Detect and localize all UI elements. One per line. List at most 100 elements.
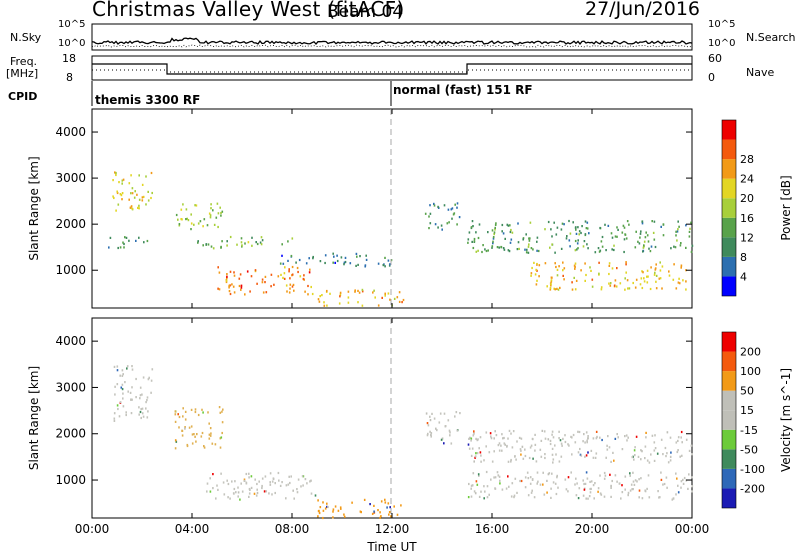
scatter-cell bbox=[251, 244, 253, 247]
scatter-cell bbox=[125, 413, 127, 417]
scatter-cell bbox=[590, 269, 592, 272]
scatter-cell bbox=[624, 277, 626, 280]
scatter-cell bbox=[239, 273, 242, 276]
freq-tick-bottom: 8 bbox=[66, 71, 73, 84]
scatter-cell bbox=[527, 477, 530, 480]
scatter-cell bbox=[470, 437, 473, 440]
scatter-cell bbox=[288, 268, 290, 271]
scatter-cell bbox=[140, 408, 142, 411]
scatter-cell bbox=[588, 495, 591, 498]
scatter-cell bbox=[670, 247, 672, 250]
scatter-cell bbox=[361, 288, 364, 291]
scatter-cell bbox=[598, 272, 600, 275]
scatter-cell bbox=[121, 192, 124, 195]
scatter-cell bbox=[553, 221, 555, 224]
scatter-cell bbox=[337, 509, 340, 512]
scatter-cell bbox=[324, 254, 327, 257]
scatter-cell bbox=[283, 277, 286, 280]
scatter-cell bbox=[634, 246, 637, 249]
scatter-cell bbox=[202, 225, 204, 228]
scatter-cell bbox=[493, 476, 495, 479]
scatter-cell bbox=[571, 453, 573, 456]
scatter-cell bbox=[372, 291, 374, 294]
scatter-cell bbox=[478, 223, 481, 226]
scatter-cell bbox=[206, 224, 209, 227]
scatter-cell bbox=[213, 223, 216, 226]
scatter-cell bbox=[585, 454, 588, 457]
scatter-cell bbox=[467, 238, 470, 241]
scatter-cell bbox=[216, 484, 218, 487]
scatter-cell bbox=[496, 246, 499, 249]
scatter-cell bbox=[285, 497, 287, 500]
scatter-cell bbox=[440, 224, 443, 227]
scatter-cell bbox=[147, 410, 149, 413]
scatter-cell bbox=[546, 479, 548, 482]
scatter-cell bbox=[430, 435, 432, 438]
scatter-cell bbox=[384, 294, 386, 297]
scatter-cell bbox=[373, 504, 375, 507]
scatter-cell bbox=[289, 283, 292, 286]
x-tick-label: 20:00 bbox=[575, 522, 610, 536]
scatter-cell bbox=[319, 260, 322, 263]
scatter-cell bbox=[554, 251, 556, 254]
scatter-cell bbox=[598, 261, 600, 264]
scatter-cell bbox=[574, 265, 576, 268]
scatter-cell bbox=[511, 482, 514, 485]
scatter-cell bbox=[437, 205, 439, 208]
scatter-cell bbox=[691, 485, 694, 488]
scatter-cell bbox=[621, 448, 624, 451]
scatter-cell bbox=[592, 484, 595, 487]
scatter-cell bbox=[627, 491, 630, 494]
scatter-cell bbox=[181, 429, 184, 432]
scatter-cell bbox=[217, 287, 219, 290]
scatter-cell bbox=[216, 202, 219, 205]
scatter-cell bbox=[148, 376, 150, 379]
scatter-cell bbox=[131, 386, 133, 389]
scatter-cell bbox=[659, 496, 661, 499]
scatter-cell bbox=[470, 487, 472, 490]
scatter-cell bbox=[544, 437, 547, 440]
scatter-cell bbox=[301, 475, 304, 478]
scatter-cell bbox=[574, 262, 577, 265]
scatter-cell bbox=[679, 455, 681, 458]
scatter-cell bbox=[226, 240, 228, 243]
scatter-cell bbox=[271, 493, 273, 496]
scatter-cell bbox=[680, 242, 682, 245]
scatter-cell bbox=[126, 365, 129, 368]
scatter-cell bbox=[244, 293, 246, 296]
scatter-cell bbox=[493, 231, 496, 234]
scatter-cell bbox=[129, 391, 132, 394]
scatter-cell bbox=[122, 405, 125, 408]
scatter-cell bbox=[175, 440, 178, 443]
scatter-cell bbox=[373, 510, 375, 513]
scatter-cell bbox=[182, 407, 184, 410]
scatter-cell bbox=[310, 285, 312, 289]
scatter-cell bbox=[495, 434, 498, 437]
scatter-cell bbox=[585, 471, 588, 474]
scatter-cell bbox=[298, 258, 301, 262]
scatter-cell bbox=[552, 458, 555, 461]
scatter-cell bbox=[299, 275, 302, 278]
scatter-cell bbox=[563, 278, 565, 281]
scatter-cell bbox=[256, 482, 258, 486]
scatter-cell bbox=[381, 296, 383, 299]
scatter-cell bbox=[628, 223, 630, 226]
scatter-cell bbox=[194, 435, 196, 438]
scatter-cell bbox=[340, 507, 342, 510]
scatter-cell bbox=[324, 261, 326, 265]
scatter-cell bbox=[441, 228, 443, 231]
scatter-cell bbox=[648, 461, 651, 464]
scatter-cell bbox=[632, 488, 634, 491]
colorbar-segment bbox=[722, 178, 736, 199]
scatter-cell bbox=[630, 483, 633, 486]
scatter-cell bbox=[245, 472, 248, 476]
colorbar-segment bbox=[722, 468, 736, 489]
scatter-cell bbox=[675, 493, 677, 496]
scatter-cell bbox=[240, 288, 242, 291]
scatter-cell bbox=[645, 431, 647, 434]
scatter-cell bbox=[289, 287, 291, 290]
scatter-cell bbox=[282, 276, 284, 279]
scatter-cell bbox=[541, 429, 544, 432]
scatter-cell bbox=[251, 236, 253, 239]
colorbar-segment bbox=[722, 410, 736, 430]
